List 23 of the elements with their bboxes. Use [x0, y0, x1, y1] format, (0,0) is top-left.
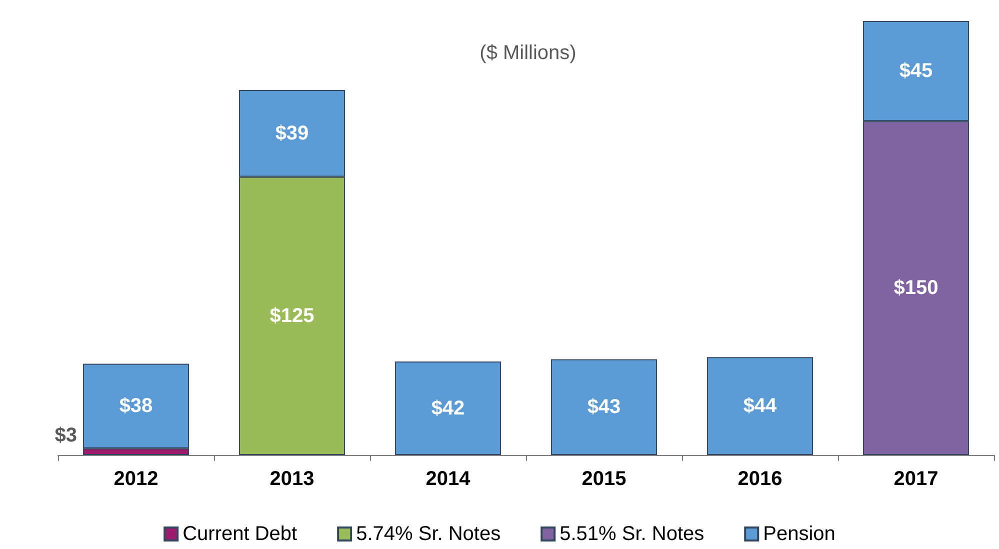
legend-label: Pension [763, 523, 836, 545]
x-tick-label: 2015 [582, 468, 626, 490]
legend-label: 5.74% Sr. Notes [356, 523, 501, 545]
data-label: $44 [743, 395, 778, 418]
bar [706, 357, 814, 455]
data-label: $125 [270, 304, 314, 327]
x-tick-label: 2016 [738, 468, 782, 490]
data-label: $45 [899, 60, 933, 82]
data-label: $3 [54, 424, 77, 447]
x-tick-label: 2014 [426, 468, 472, 490]
x-tick-label: 2013 [270, 468, 314, 490]
bar [550, 359, 658, 455]
data-label: $38 [119, 395, 153, 418]
x-tick-label: 2017 [894, 468, 938, 490]
legend-label: 5.51% Sr. Notes [560, 523, 704, 545]
text: ($ Millions) [480, 42, 576, 64]
data-label: $39 [275, 122, 309, 144]
data-label: $42 [431, 397, 465, 420]
bar [394, 362, 502, 455]
x-tick-label: 2012 [114, 468, 158, 490]
legend-label: Current Debt [182, 523, 298, 545]
data-label: $150 [894, 277, 938, 300]
data-label: $43 [587, 396, 621, 418]
